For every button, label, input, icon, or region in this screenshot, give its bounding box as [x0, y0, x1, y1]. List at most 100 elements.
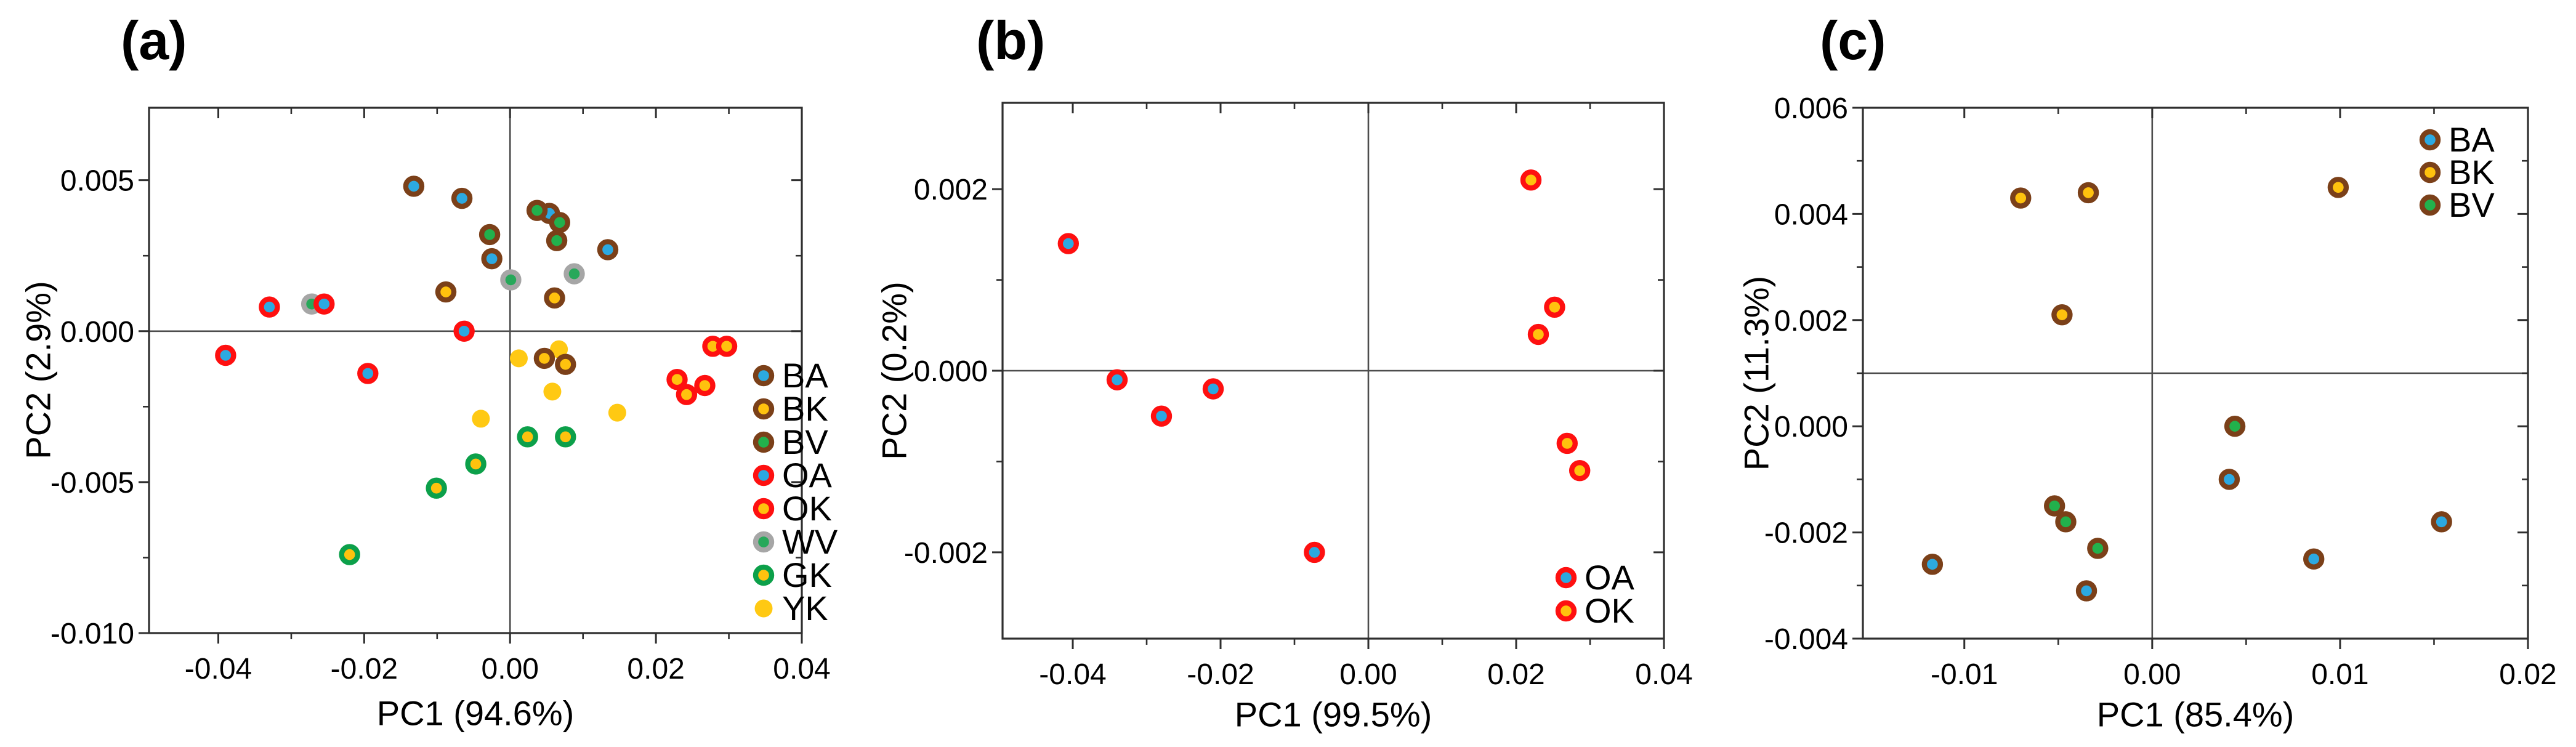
legend-label-BK: BK	[2449, 153, 2495, 192]
y-axis-tick-label: 0.002	[914, 174, 988, 206]
legend-label-BA: BA	[2449, 120, 2495, 159]
data-point-OA	[215, 344, 236, 366]
y-axis-tick-label: 0.002	[1774, 305, 1848, 337]
x-axis-tick-label: 0.02	[627, 653, 684, 685]
legend-marker-YK	[754, 599, 773, 618]
x-axis-tick-label: 0.00	[1339, 658, 1397, 691]
x-axis-tick-label: 0.02	[1487, 658, 1544, 691]
y-axis-tick-label: 0.000	[1774, 411, 1848, 443]
legend-entry-BV: BV	[2419, 185, 2495, 224]
panel-c: -0.01 0.00 0.01 0.02 0.006 0.004 0.002 0.000 -0.…	[1764, 92, 2557, 691]
x-axis-tick-label: -0.02	[331, 653, 398, 685]
legend-entry-BA: BA	[753, 356, 828, 395]
x-axis-tick-label: 0.00	[2123, 658, 2181, 691]
legend-label-OK: OK	[1585, 591, 1634, 630]
legend-label-OA: OA	[1585, 558, 1635, 597]
legend-entry-BK: BK	[753, 389, 828, 428]
data-point-BA	[597, 239, 619, 260]
legend-entry-BK: BK	[2419, 153, 2495, 192]
legend-marker-BV	[753, 431, 775, 453]
legend-label-BK: BK	[782, 389, 828, 428]
panel-b-x-axis-label: PC1 (99.5%)	[1234, 695, 1432, 734]
data-point-OK	[694, 374, 716, 397]
legend-label-YK: YK	[782, 589, 828, 628]
data-point-OK	[1527, 323, 1549, 345]
data-point-BV	[2087, 538, 2109, 559]
y-axis-tick-label: -0.010	[50, 618, 134, 650]
x-axis-tick-label: 0.01	[2311, 658, 2368, 691]
data-point-YK	[509, 349, 528, 368]
legend-marker-OK	[753, 498, 775, 520]
legend-label-GK: GK	[782, 555, 832, 594]
data-point-BK	[533, 347, 555, 369]
data-point-BA	[481, 248, 503, 270]
data-point-BV	[546, 230, 568, 251]
data-point-OK	[666, 369, 688, 390]
data-point-YK	[543, 382, 562, 401]
panel-a: -0.04 -0.02 0.00 0.02 0.04 0.005 0.000 -0.005 -0…	[50, 107, 838, 685]
panel-a-y-axis-label: PC2 (2.9%)	[18, 281, 58, 459]
data-point-BA	[403, 176, 425, 197]
legend-entry-OK: OK	[753, 489, 832, 528]
data-point-OA	[453, 320, 475, 342]
data-point-OA	[1106, 369, 1128, 390]
panel-b-y-axis-label: PC2 (0.2%)	[874, 281, 914, 460]
panel-c-x-axis-label: PC1 (85.4%)	[2096, 695, 2295, 734]
data-point-GK	[426, 477, 447, 499]
legend-marker-OK	[1555, 600, 1577, 622]
data-point-BK	[2327, 177, 2349, 198]
data-point-GK	[339, 544, 360, 565]
data-point-YK	[472, 410, 490, 428]
data-point-OA	[259, 296, 280, 318]
data-point-BA	[2218, 469, 2240, 490]
legend-marker-GK	[753, 564, 775, 586]
data-point-OA	[1150, 405, 1173, 427]
y-axis-tick-label: 0.005	[60, 165, 134, 198]
data-point-BV	[478, 224, 501, 246]
legend-marker-OA	[1555, 567, 1577, 589]
data-point-OA	[1202, 378, 1224, 400]
data-point-OA	[313, 293, 335, 315]
data-point-BV	[526, 200, 548, 221]
data-point-GK	[555, 426, 576, 448]
data-point-OK	[1520, 169, 1542, 191]
data-point-OA	[1304, 541, 1325, 563]
data-point-BV	[2055, 511, 2077, 533]
legend-entry-BA: BA	[2419, 120, 2495, 159]
data-point-BA	[2303, 548, 2325, 570]
y-axis-tick-label: -0.002	[1764, 517, 1848, 550]
panel-b: -0.04 -0.02 0.00 0.02 0.04 0.002 0.000 -0.002 OA…	[904, 102, 1693, 691]
data-point-OK	[676, 384, 698, 405]
data-point-OK	[1569, 460, 1591, 482]
y-axis-tick-label: -0.005	[50, 467, 134, 499]
panel-c-label: (c)	[1820, 10, 1886, 71]
x-axis-tick-label: 0.04	[773, 653, 830, 685]
legend-entry-OK: OK	[1555, 591, 1634, 630]
data-point-BK	[2077, 182, 2099, 204]
data-point-BK	[2051, 304, 2073, 326]
data-point-BK	[544, 287, 565, 309]
y-axis-tick-label: 0.006	[1774, 92, 1848, 125]
legend-marker-BK	[753, 398, 775, 420]
data-point-BK	[435, 281, 457, 303]
data-point-WV	[500, 269, 522, 291]
data-point-BA	[451, 187, 473, 209]
legend-label-OK: OK	[782, 489, 832, 528]
data-point-GK	[517, 426, 538, 448]
legend-marker-BA	[753, 365, 775, 387]
data-point-BV	[2224, 416, 2246, 437]
legend-entry-GK: GK	[753, 555, 832, 594]
data-point-BK	[555, 353, 576, 375]
panel-a-label: (a)	[121, 10, 187, 71]
y-axis-tick-label: -0.002	[904, 537, 988, 570]
legend-label-BA: BA	[782, 356, 828, 395]
legend-label-BV: BV	[782, 422, 828, 461]
x-axis-tick-label: 0.00	[482, 653, 539, 685]
data-point-YK	[550, 340, 568, 358]
legend-marker-BK	[2419, 161, 2441, 184]
legend-entry-YK: YK	[754, 589, 828, 628]
y-axis-tick-label: 0.004	[1774, 198, 1848, 231]
panel-a-x-axis-label: PC1 (94.6%)	[376, 693, 575, 733]
